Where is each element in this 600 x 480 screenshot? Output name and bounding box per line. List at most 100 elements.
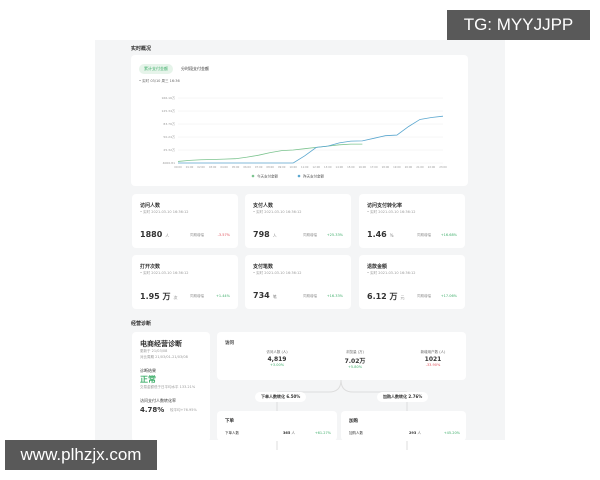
kpi-value: 7.02万 bbox=[344, 358, 366, 365]
metric-card: 打开次数 • 实时 2021-03-10 16:36:12 1.95 万次 同期… bbox=[132, 255, 238, 309]
kpi-label: 访问人数 (人) bbox=[266, 350, 288, 354]
kpi-label: 浏览量 (万) bbox=[346, 350, 364, 354]
y-tick-label: 4000.81 bbox=[163, 161, 175, 165]
y-tick-label: 125.34万 bbox=[162, 109, 176, 113]
legend-marker bbox=[297, 174, 301, 178]
result-label: 诊断结果 bbox=[140, 368, 156, 373]
realtime-title: 实时概况 bbox=[131, 46, 152, 52]
cart-change: +45.20% bbox=[443, 431, 460, 435]
metric-title: 支付人数 bbox=[253, 203, 274, 209]
metric-title: 访问人数 bbox=[140, 203, 161, 209]
metric-card: 支付笔数 • 实时 2021-03-10 16:36:12 734 笔 同期增幅 … bbox=[245, 255, 351, 309]
conv-label: 访问支付人数转化率 bbox=[140, 398, 176, 403]
metric-timestamp: • 实时 2021-03-10 16:36:12 bbox=[140, 210, 189, 214]
x-tick-label: 20:00 bbox=[405, 165, 413, 169]
period: 对比周期 21/03/01-21/03/08 bbox=[140, 355, 188, 359]
metric-change: +17.06% bbox=[440, 294, 457, 298]
kpi-change: +3.00% bbox=[269, 363, 285, 367]
metric-value: 734 bbox=[253, 291, 270, 300]
x-tick-label: 23:00 bbox=[439, 165, 447, 169]
metric-timestamp: • 实时 2021-03-10 16:36:12 bbox=[140, 271, 189, 275]
watermark-top: TG: MYYJJPP bbox=[447, 10, 590, 40]
order-label: 下单人数 bbox=[225, 431, 239, 435]
kpi-value: 4,819 bbox=[267, 356, 287, 363]
kpi-change: +5.80% bbox=[347, 365, 363, 369]
metric-change-label: 同期增幅 bbox=[303, 233, 317, 237]
x-tick-label: 01:00 bbox=[186, 165, 194, 169]
series-line-1 bbox=[178, 115, 444, 164]
timestamp: 03/10 周三 16:36 bbox=[150, 79, 180, 83]
funnel-connectors bbox=[276, 380, 408, 450]
visit-kpi: 浏览量 (万) 7.02万 +5.80% bbox=[325, 350, 385, 369]
metric-card: 退款金额 • 实时 2021-03-10 16:36:12 6.12 万元 同期… bbox=[359, 255, 465, 309]
x-tick-label: 04:00 bbox=[220, 165, 228, 169]
visit-kpi: 新增用户数 (人) 1021 -33.90% bbox=[403, 350, 463, 367]
x-tick-label: 12:00 bbox=[313, 165, 321, 169]
x-tick-label: 03:00 bbox=[209, 165, 217, 169]
cart-unit: 人 bbox=[417, 431, 422, 435]
diagnosis-card: 电商经营诊断 更新于 21/03/08 对比周期 21/03/01-21/03/… bbox=[132, 332, 210, 442]
metric-card: 访问人数 • 实时 2021-03-10 16:36:12 1880 人 同期增幅… bbox=[132, 194, 238, 248]
metric-card: 访问支付转化率 • 实时 2021-03-10 16:36:12 1.46% 同… bbox=[359, 194, 465, 248]
legend-label: 今天支付金额 bbox=[257, 173, 278, 178]
series-line-0 bbox=[177, 143, 363, 162]
result: 正常 bbox=[140, 375, 156, 384]
kpi-value: 1021 bbox=[424, 356, 442, 363]
metric-value: 1.95 万 bbox=[140, 292, 171, 301]
order-title: 下单 bbox=[225, 419, 234, 424]
tab-cumulative[interactable]: 累计支付金额 bbox=[139, 64, 173, 74]
x-tick-label: 00:00 bbox=[174, 165, 182, 169]
metric-title: 退款金额 bbox=[367, 264, 388, 270]
tab-hourly[interactable]: 分时段支付金额 bbox=[181, 66, 209, 71]
x-tick-label: 06:00 bbox=[243, 165, 251, 169]
conv-note: 较平均+76.95% bbox=[170, 408, 197, 412]
order-conversion: 下单人数转化 6.50% bbox=[255, 392, 307, 402]
realtime-label: • 实时 bbox=[139, 79, 150, 83]
chart-card: 累计支付金额 分时段支付金额 • 实时 03/10 周三 16:36 4000.… bbox=[131, 55, 468, 186]
y-tick-label: 50.24万 bbox=[163, 135, 175, 139]
cart-value: 293 bbox=[409, 431, 417, 435]
x-tick-label: 15:00 bbox=[347, 165, 355, 169]
metric-change-label: 同期增幅 bbox=[303, 294, 317, 298]
x-tick-label: 18:00 bbox=[382, 165, 390, 169]
metric-unit: 次 bbox=[173, 295, 178, 300]
visit-title: 访问 bbox=[225, 341, 234, 346]
metric-unit: % bbox=[389, 233, 394, 238]
metric-change-label: 同期增幅 bbox=[190, 294, 204, 298]
metric-change: +1.44% bbox=[215, 294, 230, 298]
order-card: 下单 下单人数 365 人 +61.27% bbox=[217, 411, 337, 441]
metric-timestamp: • 实时 2021-03-10 16:36:12 bbox=[253, 210, 302, 214]
y-tick-label: 83.76万 bbox=[163, 122, 175, 126]
order-unit: 人 bbox=[291, 431, 296, 435]
x-tick-label: 16:00 bbox=[359, 165, 367, 169]
x-tick-label: 17:00 bbox=[370, 165, 378, 169]
x-tick-label: 07:00 bbox=[255, 165, 263, 169]
metric-unit: 人 bbox=[272, 233, 277, 238]
metric-value: 1.46 bbox=[367, 230, 387, 239]
x-tick-label: 19:00 bbox=[393, 165, 401, 169]
cart-card: 加购 加购人数 293 人 +45.20% bbox=[341, 411, 466, 441]
y-tick-label: 166.16万 bbox=[162, 96, 176, 100]
x-tick-label: 14:00 bbox=[336, 165, 344, 169]
x-tick-label: 21:00 bbox=[416, 165, 424, 169]
metric-value: 6.12 万 bbox=[367, 292, 398, 301]
x-tick-label: 11:00 bbox=[301, 165, 309, 169]
order-change: +61.27% bbox=[314, 431, 331, 435]
metric-timestamp: • 实时 2021-03-10 16:36:12 bbox=[253, 271, 302, 275]
metric-card: 支付人数 • 实时 2021-03-10 16:36:12 798 人 同期增幅 … bbox=[245, 194, 351, 248]
metric-title: 访问支付转化率 bbox=[367, 203, 403, 209]
kpi-change: -33.90% bbox=[425, 363, 441, 367]
diagnosis-card-title: 电商经营诊断 bbox=[140, 340, 182, 348]
metric-title: 支付笔数 bbox=[253, 264, 274, 270]
watermark-bottom: www.plhzjx.com bbox=[5, 440, 157, 470]
updated: 更新于 21/03/08 bbox=[140, 349, 168, 353]
metric-value: 1880 bbox=[140, 230, 163, 239]
line-chart: 4000.81 25.32万 50.24万 83.76万 125.34万 166.16万 0… bbox=[162, 96, 448, 178]
order-value: 365 bbox=[283, 431, 291, 435]
x-tick-label: 09:00 bbox=[278, 165, 286, 169]
metric-value: 798 bbox=[253, 230, 270, 239]
x-tick-label: 13:00 bbox=[324, 165, 332, 169]
x-tick-label: 05:00 bbox=[232, 165, 240, 169]
legend-marker bbox=[251, 174, 255, 178]
x-tick-label: 10:00 bbox=[289, 165, 297, 169]
